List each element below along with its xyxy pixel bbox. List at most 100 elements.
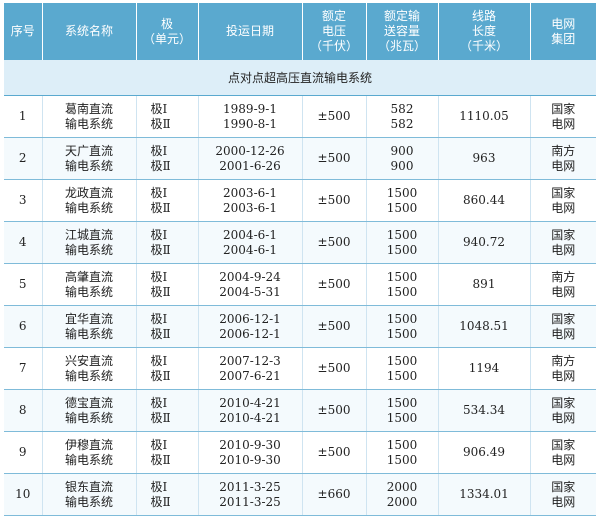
cell-no: 2	[4, 137, 43, 180]
hvdc-table-container: 序号 系统名称 极（单元） 投运日期 额定 电压 （千伏） 额定输 送容量 （兆瓦） 线…	[4, 3, 596, 516]
header-pole: 极（单元）	[136, 3, 199, 60]
cell-poles: 极Ⅰ 极Ⅱ	[136, 431, 199, 474]
cell-no: 3	[4, 179, 43, 222]
cell-name: 龙政直流 输电系统	[42, 179, 137, 222]
cell-dates: 1989-9-1 1990-8-1	[198, 95, 303, 138]
cell-poles: 极Ⅰ 极Ⅱ	[136, 473, 199, 516]
cell-poles: 极Ⅰ 极Ⅱ	[136, 347, 199, 390]
cell-name: 宜华直流 输电系统	[42, 305, 137, 348]
cell-dates: 2006-12-1 2006-12-1	[198, 305, 303, 348]
header-name: 系统名称	[42, 3, 137, 60]
cell-length: 1334.01	[438, 473, 531, 516]
cell-grid: 国家 电网	[530, 179, 596, 222]
cell-grid: 国家 电网	[530, 95, 596, 138]
cell-poles: 极Ⅰ 极Ⅱ	[136, 221, 199, 264]
cell-no: 8	[4, 389, 43, 432]
header-capacity: 额定输 送容量 （兆瓦）	[366, 3, 439, 60]
cell-dates: 2010-4-21 2010-4-21	[198, 389, 303, 432]
cell-capacity: 1500 1500	[366, 179, 439, 222]
cell-no: 1	[4, 95, 43, 138]
cell-voltage: ±500	[302, 305, 367, 348]
cell-length: 860.44	[438, 179, 531, 222]
cell-voltage: ±500	[302, 179, 367, 222]
cell-name: 葛南直流 输电系统	[42, 95, 137, 138]
cell-voltage: ±500	[302, 389, 367, 432]
header-no: 序号	[4, 3, 43, 60]
cell-poles: 极Ⅰ 极Ⅱ	[136, 263, 199, 306]
cell-name: 伊穆直流 输电系统	[42, 431, 137, 474]
cell-capacity: 1500 1500	[366, 263, 439, 306]
cell-length: 940.72	[438, 221, 531, 264]
cell-name: 江城直流 输电系统	[42, 221, 137, 264]
table-row: 1 葛南直流 输电系统 极Ⅰ 极Ⅱ 1989-9-1 1990-8-1 ±500 58…	[4, 95, 596, 138]
cell-name: 兴安直流 输电系统	[42, 347, 137, 390]
cell-poles: 极Ⅰ 极Ⅱ	[136, 389, 199, 432]
cell-name: 高肇直流 输电系统	[42, 263, 137, 306]
cell-capacity: 1500 1500	[366, 389, 439, 432]
cell-length: 963	[438, 137, 531, 180]
hvdc-systems-table: 序号 系统名称 极（单元） 投运日期 额定 电压 （千伏） 额定输 送容量 （兆瓦） 线…	[4, 3, 596, 516]
cell-capacity: 1500 1500	[366, 431, 439, 474]
cell-capacity: 582 582	[366, 95, 439, 138]
cell-length: 1194	[438, 347, 531, 390]
section-row: 点对点超高压直流输电系统	[4, 60, 596, 96]
cell-name: 天广直流 输电系统	[42, 137, 137, 180]
cell-poles: 极Ⅰ 极Ⅱ	[136, 179, 199, 222]
table-row: 9 伊穆直流 输电系统 极Ⅰ 极Ⅱ 2010-9-30 2010-9-30 ±500 …	[4, 431, 596, 474]
cell-dates: 2003-6-1 2003-6-1	[198, 179, 303, 222]
cell-grid: 南方 电网	[530, 347, 596, 390]
cell-voltage: ±500	[302, 347, 367, 390]
header-length: 线路 长度 （千米）	[438, 3, 531, 60]
cell-no: 6	[4, 305, 43, 348]
cell-name: 银东直流 输电系统	[42, 473, 137, 516]
cell-length: 1110.05	[438, 95, 531, 138]
cell-no: 9	[4, 431, 43, 474]
cell-no: 4	[4, 221, 43, 264]
cell-grid: 国家 电网	[530, 473, 596, 516]
table-row: 5 高肇直流 输电系统 极Ⅰ 极Ⅱ 2004-9-24 2004-5-31 ±500 …	[4, 263, 596, 306]
cell-dates: 2000-12-26 2001-6-26	[198, 137, 303, 180]
table-row: 7 兴安直流 输电系统 极Ⅰ 极Ⅱ 2007-12-3 2007-6-21 ±500 …	[4, 347, 596, 390]
cell-capacity: 1500 1500	[366, 305, 439, 348]
cell-capacity: 2000 2000	[366, 473, 439, 516]
cell-voltage: ±660	[302, 473, 367, 516]
cell-no: 5	[4, 263, 43, 306]
cell-capacity: 900 900	[366, 137, 439, 180]
cell-grid: 国家 电网	[530, 389, 596, 432]
header-date: 投运日期	[198, 3, 303, 60]
cell-poles: 极Ⅰ 极Ⅱ	[136, 305, 199, 348]
table-row: 2 天广直流 输电系统 极Ⅰ 极Ⅱ 2000-12-26 2001-6-26 ±500…	[4, 137, 596, 180]
table-row: 8 德宝直流 输电系统 极Ⅰ 极Ⅱ 2010-4-21 2010-4-21 ±500 …	[4, 389, 596, 432]
header-voltage: 额定 电压 （千伏）	[302, 3, 367, 60]
cell-name: 德宝直流 输电系统	[42, 389, 137, 432]
cell-dates: 2004-9-24 2004-5-31	[198, 263, 303, 306]
cell-no: 10	[4, 473, 43, 516]
section-title: 点对点超高压直流输电系统	[4, 60, 596, 96]
table-row: 6 宜华直流 输电系统 极Ⅰ 极Ⅱ 2006-12-1 2006-12-1 ±500 …	[4, 305, 596, 348]
cell-grid: 南方 电网	[530, 263, 596, 306]
cell-voltage: ±500	[302, 263, 367, 306]
cell-voltage: ±500	[302, 95, 367, 138]
cell-capacity: 1500 1500	[366, 221, 439, 264]
header-row: 序号 系统名称 极（单元） 投运日期 额定 电压 （千伏） 额定输 送容量 （兆瓦） 线…	[4, 3, 596, 60]
cell-capacity: 1500 1500	[366, 347, 439, 390]
cell-poles: 极Ⅰ 极Ⅱ	[136, 95, 199, 138]
cell-grid: 南方 电网	[530, 137, 596, 180]
cell-grid: 国家 电网	[530, 431, 596, 474]
cell-dates: 2007-12-3 2007-6-21	[198, 347, 303, 390]
cell-no: 7	[4, 347, 43, 390]
cell-length: 534.34	[438, 389, 531, 432]
cell-voltage: ±500	[302, 221, 367, 264]
cell-length: 891	[438, 263, 531, 306]
table-row: 4 江城直流 输电系统 极Ⅰ 极Ⅱ 2004-6-1 2004-6-1 ±500 15…	[4, 221, 596, 264]
table-row: 3 龙政直流 输电系统 极Ⅰ 极Ⅱ 2003-6-1 2003-6-1 ±500 15…	[4, 179, 596, 222]
cell-length: 1048.51	[438, 305, 531, 348]
table-row: 10 银东直流 输电系统 极Ⅰ 极Ⅱ 2011-3-25 2011-3-25 ±660…	[4, 473, 596, 516]
cell-voltage: ±500	[302, 431, 367, 474]
cell-grid: 国家 电网	[530, 221, 596, 264]
cell-grid: 国家 电网	[530, 305, 596, 348]
cell-voltage: ±500	[302, 137, 367, 180]
cell-poles: 极Ⅰ 极Ⅱ	[136, 137, 199, 180]
cell-dates: 2010-9-30 2010-9-30	[198, 431, 303, 474]
cell-length: 906.49	[438, 431, 531, 474]
